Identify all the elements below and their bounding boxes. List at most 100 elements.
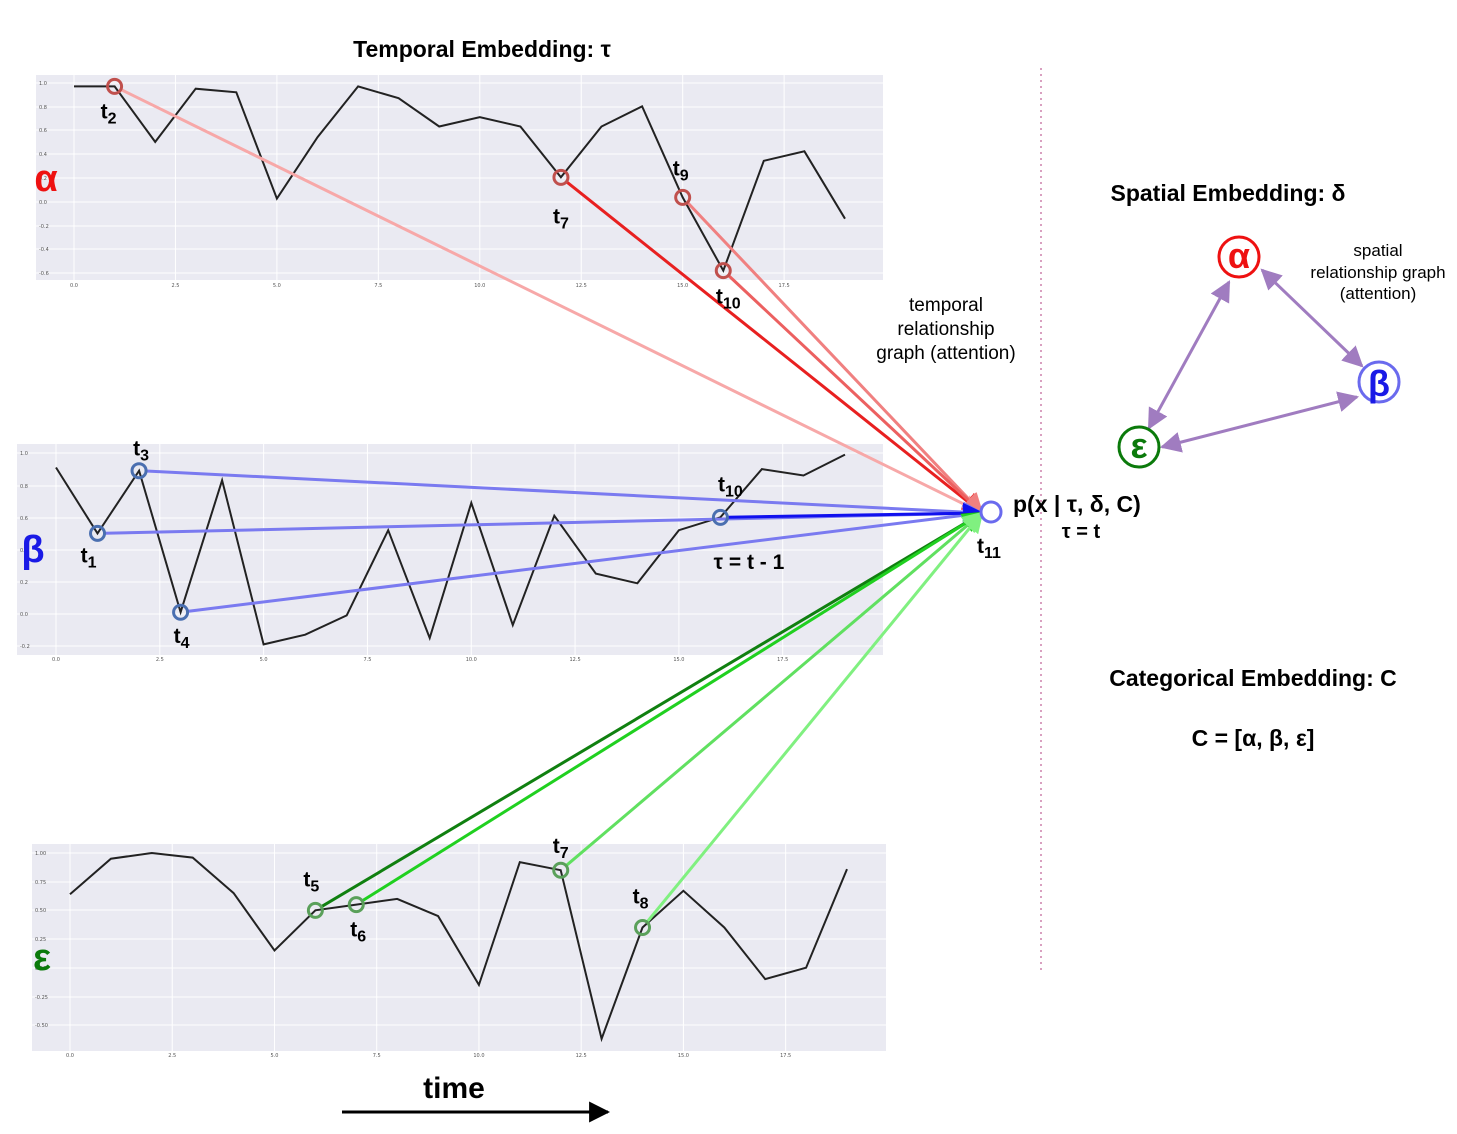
temporal-graph-note-line1: temporal <box>909 295 983 316</box>
time-label: t10 <box>716 286 741 313</box>
x-tick-label: 2.5 <box>171 283 179 289</box>
attention-arrow <box>645 511 984 924</box>
series-letter-beta: β <box>21 529 44 571</box>
time-label: t10 <box>718 473 743 500</box>
categorical-formula: C = [α, β, ε] <box>1192 725 1315 751</box>
time-label: t5 <box>303 868 319 895</box>
attention-arrow <box>145 469 985 523</box>
highlight-point-beta <box>711 508 729 526</box>
y-tick-label: -0.6 <box>39 271 49 277</box>
y-tick-label: 0.0 <box>39 200 47 206</box>
x-tick-label: 0.0 <box>66 1053 74 1059</box>
time-series-panels: 1.0 0.8 0.6 0.4 0.2 0.0 -0.2 -0.4 -0.6 0.0 2.5 5.0 7… <box>17 75 886 1059</box>
time-label: t9 <box>673 157 689 184</box>
y-tick-label: 0.4 <box>20 548 28 554</box>
panel-epsilon: 1.00 0.75 0.50 0.25 0.00 -0.25 -0.50 0.0 2.5 5.0 7… <box>32 844 886 1059</box>
y-tick-label: -0.4 <box>39 247 49 253</box>
spatial-graph-note-line1: spatial <box>1353 241 1402 260</box>
panel-beta: 1.0 0.8 0.6 0.4 0.2 0.0 -0.2 0.0 2.5 5.0 7.5 10.0 12… <box>17 444 883 663</box>
attention-arrow <box>120 88 984 515</box>
time-label: t7 <box>553 205 569 232</box>
time-label: t4 <box>174 625 190 652</box>
x-tick-label: 5.0 <box>270 1053 278 1059</box>
y-tick-label: 0.2 <box>20 580 28 586</box>
highlight-point-epsilon <box>552 861 570 879</box>
x-tick-label: 7.5 <box>363 657 371 663</box>
target-time-label: t11 <box>977 535 1001 562</box>
y-tick-label: 0.8 <box>20 484 28 490</box>
target-node <box>979 500 1003 524</box>
y-tick-label: -0.2 <box>39 224 49 230</box>
x-tick-label: 10.0 <box>473 1053 484 1059</box>
node-beta-label: β <box>1368 363 1390 404</box>
time-label: t1 <box>81 544 97 571</box>
x-tick-label: 10.0 <box>466 657 477 663</box>
x-tick-label: 17.5 <box>777 657 788 663</box>
highlight-point-alpha <box>106 77 124 95</box>
highlight-point-alpha <box>714 262 732 280</box>
x-tick-label: 12.5 <box>576 283 587 289</box>
time-label: t3 <box>133 438 149 465</box>
highlight-point-beta <box>89 524 107 542</box>
attention-arrow <box>565 511 984 867</box>
node-alpha <box>1217 235 1261 279</box>
series-line-epsilon <box>69 851 848 1043</box>
temporal-attention-arrows <box>104 88 985 924</box>
y-tick-label: 0.2 <box>39 176 47 182</box>
y-tick-label: 0.8 <box>39 105 47 111</box>
highlight-point-epsilon <box>306 901 324 919</box>
x-tick-label: 5.0 <box>260 657 268 663</box>
x-tick-label: 12.5 <box>570 657 581 663</box>
highlight-point-beta <box>130 462 148 480</box>
y-tick-label: 1.0 <box>20 451 28 457</box>
time-label: t8 <box>633 886 649 913</box>
y-tick-label: 0.25 <box>35 937 46 943</box>
series-letter-epsilon: ε <box>33 937 51 979</box>
highlight-point-alpha <box>674 188 692 206</box>
x-tick-label: 15.0 <box>673 657 684 663</box>
y-tick-label: 0.75 <box>35 880 46 886</box>
attention-arrow <box>320 511 984 908</box>
node-epsilon-label: ε <box>1130 425 1147 466</box>
edge-beta-epsilon <box>1159 391 1360 453</box>
y-tick-label: 1.00 <box>35 851 46 857</box>
spatial-embedding-title: Spatial Embedding: δ <box>1110 180 1345 206</box>
target-probability: p(x | τ, δ, C) <box>1013 491 1141 517</box>
highlight-point-alpha <box>552 168 570 186</box>
highlight-point-epsilon <box>347 896 365 914</box>
time-label: t7 <box>553 835 569 862</box>
highlight-point-beta <box>172 603 190 621</box>
time-label: t2 <box>101 100 117 127</box>
attention-arrow <box>565 180 984 515</box>
y-tick-label: 0.00 <box>35 966 46 972</box>
x-tick-label: 2.5 <box>156 657 164 663</box>
x-tick-label: 15.0 <box>678 1053 689 1059</box>
tau-eq-t-label: τ = t <box>1062 521 1101 543</box>
x-tick-label: 7.5 <box>374 283 382 289</box>
y-tick-label: 0.0 <box>20 612 28 618</box>
temporal-graph-note-line3: graph (attention) <box>876 343 1015 364</box>
x-tick-label: 17.5 <box>780 1053 791 1059</box>
y-tick-label: -0.25 <box>35 995 48 1001</box>
node-beta <box>1357 360 1401 404</box>
y-tick-label: 0.4 <box>39 152 47 158</box>
x-tick-label: 2.5 <box>168 1053 176 1059</box>
y-tick-label: -0.50 <box>35 1023 48 1029</box>
x-tick-label: 5.0 <box>273 283 281 289</box>
y-tick-label: 0.6 <box>39 128 47 134</box>
time-axis-label: time <box>423 1072 485 1105</box>
y-tick-label: 1.0 <box>39 81 47 87</box>
x-tick-label: 17.5 <box>779 283 790 289</box>
x-tick-label: 7.5 <box>373 1053 381 1059</box>
temporal-graph-note-line2: relationship <box>897 319 994 340</box>
attention-arrow <box>361 511 984 903</box>
y-tick-label: -0.2 <box>20 644 30 650</box>
series-letter-alpha: α <box>34 158 57 200</box>
panel-alpha: 1.0 0.8 0.6 0.4 0.2 0.0 -0.2 -0.4 -0.6 0.0 2.5 5.0 7… <box>34 75 883 289</box>
time-label: t6 <box>350 919 366 946</box>
node-epsilon <box>1117 425 1161 469</box>
spatial-graph-note-line3: (attention) <box>1340 284 1417 303</box>
x-tick-label: 15.0 <box>677 283 688 289</box>
node-alpha-label: α <box>1228 235 1250 276</box>
